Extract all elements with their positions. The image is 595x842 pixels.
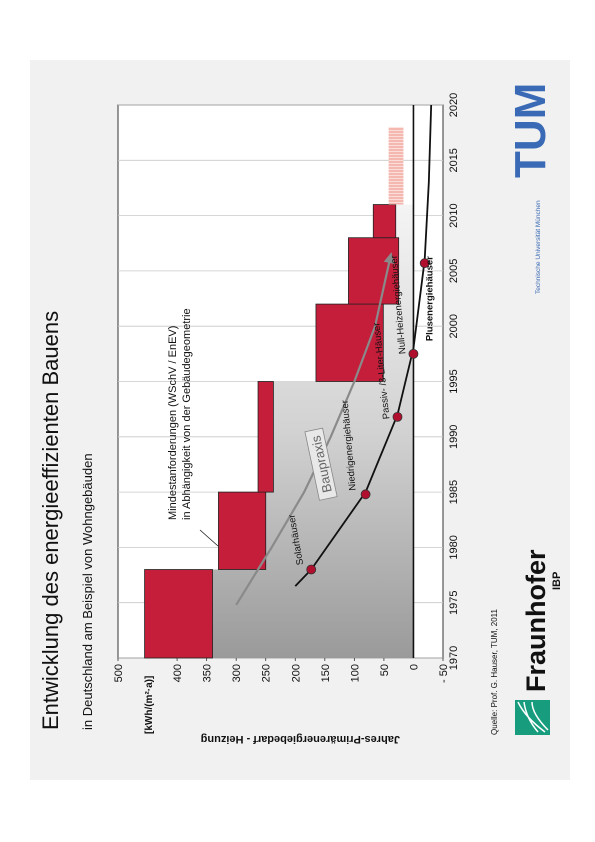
house-type-point <box>419 258 430 269</box>
x-tick-label: 1970 <box>448 646 460 670</box>
tum-logo: TUM Technische Universität München <box>506 83 555 294</box>
efficiency-curve <box>294 104 433 587</box>
requirement-annotation: Mindestanforderungen (WSchV / EnEV) <box>167 326 179 520</box>
y-tick-label: 100 <box>349 664 361 682</box>
requirement-block <box>218 491 267 570</box>
annotation-leader <box>199 529 219 547</box>
fraunhofer-logo: Fraunhofer IBP <box>515 549 563 735</box>
requirement-block <box>257 381 274 493</box>
requirement-block <box>388 127 404 205</box>
baupraxis-frame <box>304 427 338 501</box>
requirement-block <box>144 569 213 659</box>
x-tick-label: 2015 <box>448 148 460 172</box>
y-tick-label: 200 <box>290 664 302 682</box>
subtitle: in Deutschland am Beispiel von Wohngebäu… <box>80 453 95 730</box>
y-tick-label: 0 <box>408 664 420 670</box>
y-tick-label: 350 <box>202 664 214 682</box>
fraunhofer-icon-lines <box>517 701 549 733</box>
x-tick-label: 2020 <box>448 93 460 117</box>
baupraxis-trend-line <box>235 252 395 606</box>
tum-name: Technische Universität München <box>535 200 542 294</box>
x-tick-label: 2005 <box>448 259 460 283</box>
x-tick-label: 1995 <box>448 369 460 393</box>
house-type-point <box>360 489 371 500</box>
fraunhofer-icon <box>515 700 550 735</box>
y-tick-label: 400 <box>172 664 184 682</box>
requirement-annotation: in Abhängigkeit von der Gebäudegeometrie <box>181 308 193 520</box>
x-tick-label: 1985 <box>448 480 460 504</box>
rotated-slide: Entwicklung des energieeffizienten Bauen… <box>30 60 570 780</box>
y-tick-label: 50 <box>379 664 391 676</box>
ibp-name: IBP <box>551 572 563 590</box>
title: Entwicklung des energieeffizienten Bauen… <box>38 311 63 730</box>
tum-mark: TUM <box>506 83 555 178</box>
fraunhofer-name: Fraunhofer <box>521 549 551 692</box>
house-type-point <box>306 564 317 575</box>
house-type-label: Plusenergiehäuser <box>425 256 436 341</box>
y-tick-label: 300 <box>231 664 243 682</box>
y-tick-label: 500 <box>113 664 125 682</box>
y-tick-label: - 50 <box>438 664 450 683</box>
x-tick-label: 1975 <box>448 590 460 614</box>
requirement-block <box>372 204 397 239</box>
x-tick-label: 2010 <box>448 203 460 227</box>
house-type-point <box>408 348 419 359</box>
y-unit: [kWh/(m²·a)] <box>144 676 155 734</box>
source: Quelle: Prof. G. Hauser, TUM, 2011 <box>490 608 499 735</box>
y-tick-label: 150 <box>320 664 332 682</box>
x-tick-label: 2000 <box>448 314 460 338</box>
house-type-point <box>392 411 403 422</box>
x-tick-label: 1980 <box>448 535 460 559</box>
y-tick-label: 250 <box>261 664 273 682</box>
y-axis-label: Jahres-Primärenergiebedarf - Heizung <box>201 733 400 745</box>
x-tick-label: 1990 <box>448 425 460 449</box>
